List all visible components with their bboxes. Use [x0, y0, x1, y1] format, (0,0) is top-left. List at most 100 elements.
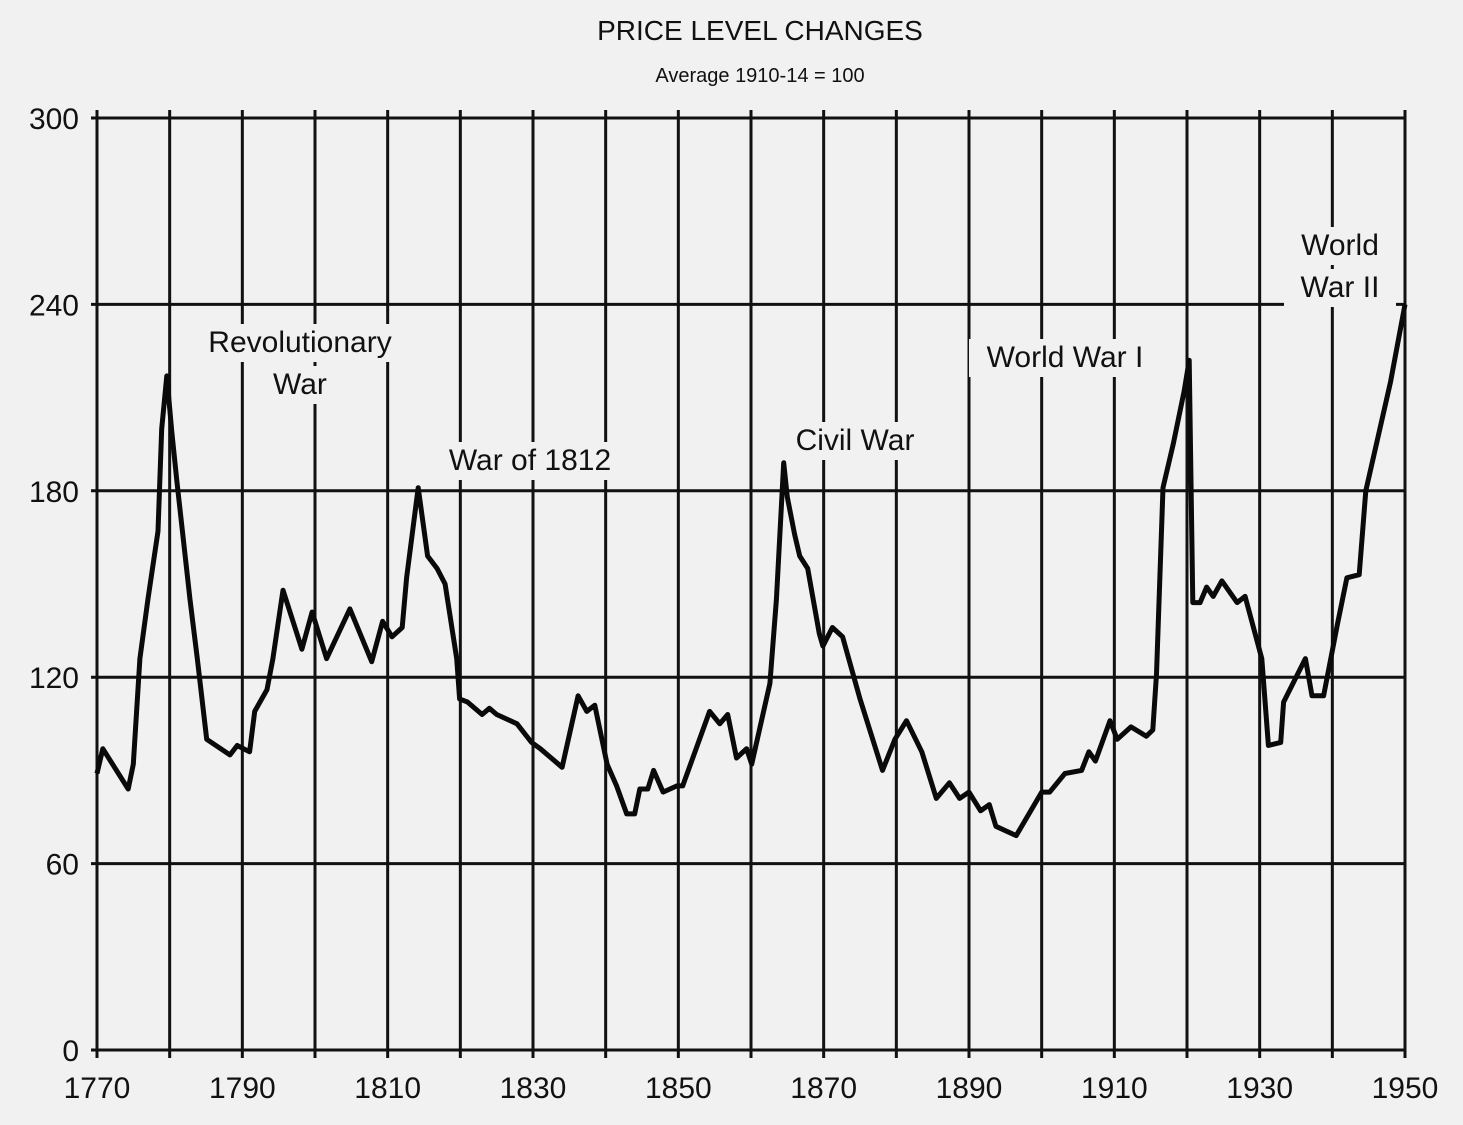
- data-point: [994, 824, 998, 828]
- data-point: [774, 598, 778, 602]
- data-point: [165, 374, 169, 378]
- annotation-background: [268, 366, 332, 404]
- data-point: [370, 660, 374, 664]
- y-tick-label: 120: [29, 662, 79, 695]
- data-point: [300, 647, 304, 651]
- annotation-background: [1292, 227, 1388, 265]
- x-tick-label: 1790: [209, 1072, 276, 1105]
- data-point: [947, 781, 951, 785]
- data-point: [1080, 768, 1084, 772]
- data-point: [560, 765, 564, 769]
- data-point: [248, 750, 252, 754]
- data-point: [830, 625, 834, 629]
- data-point: [793, 532, 797, 536]
- data-point: [1040, 790, 1044, 794]
- data-point: [625, 812, 629, 816]
- data-point: [576, 694, 580, 698]
- data-point: [1388, 380, 1392, 384]
- data-point: [1303, 657, 1307, 661]
- x-tick-label: 1870: [790, 1072, 857, 1105]
- annotation-background: [775, 422, 935, 460]
- data-point: [615, 784, 619, 788]
- data-point: [1403, 302, 1407, 306]
- data-point: [101, 747, 105, 751]
- data-point: [426, 554, 430, 558]
- data-point: [515, 722, 519, 726]
- x-tick-label: 1770: [64, 1072, 131, 1105]
- data-point: [708, 709, 712, 713]
- data-point: [1048, 790, 1052, 794]
- data-point: [638, 787, 642, 791]
- data-point: [987, 803, 991, 807]
- data-point: [1087, 750, 1091, 754]
- x-tick-label: 1890: [936, 1072, 1003, 1105]
- y-tick-label: 240: [29, 289, 79, 322]
- data-point: [416, 486, 420, 490]
- data-point: [675, 784, 679, 788]
- y-tick-label: 180: [29, 476, 79, 509]
- data-point: [967, 790, 971, 794]
- data-point: [253, 709, 257, 713]
- data-point: [633, 812, 637, 816]
- y-tick-label: 0: [62, 1035, 79, 1068]
- data-point: [310, 610, 314, 614]
- data-point: [734, 756, 738, 760]
- data-point: [1187, 358, 1191, 362]
- annotation-label: Civil War: [796, 424, 915, 457]
- data-point: [131, 762, 135, 766]
- data-point: [480, 712, 484, 716]
- data-point: [881, 768, 885, 772]
- data-point: [281, 588, 285, 592]
- data-point: [920, 750, 924, 754]
- data-point: [1144, 734, 1148, 738]
- data-point: [138, 657, 142, 661]
- data-point: [1093, 759, 1097, 763]
- data-point: [405, 576, 409, 580]
- data-point: [530, 740, 534, 744]
- data-point: [1345, 576, 1349, 580]
- data-point: [235, 744, 239, 748]
- x-tick-label: 1910: [1081, 1072, 1148, 1105]
- data-point: [381, 619, 385, 623]
- x-tick-label: 1950: [1372, 1072, 1439, 1105]
- data-point: [718, 722, 722, 726]
- data-point: [1322, 694, 1326, 698]
- data-point: [652, 768, 656, 772]
- data-point: [1171, 442, 1175, 446]
- annotation-label: War II: [1301, 271, 1380, 304]
- data-point: [661, 790, 665, 794]
- data-point: [390, 635, 394, 639]
- data-point: [1282, 700, 1286, 704]
- data-point: [443, 582, 447, 586]
- data-point: [726, 712, 730, 716]
- data-point: [1266, 744, 1270, 748]
- data-point: [175, 479, 179, 483]
- data-point: [1182, 389, 1186, 393]
- data-point: [1235, 601, 1239, 605]
- data-point: [798, 554, 802, 558]
- data-point: [1151, 728, 1155, 732]
- data-point: [538, 747, 542, 751]
- data-point: [745, 747, 749, 751]
- data-point: [495, 712, 499, 716]
- data-point: [785, 495, 789, 499]
- data-point: [768, 681, 772, 685]
- series: [94, 302, 1408, 839]
- data-point: [126, 787, 130, 791]
- data-point: [95, 772, 99, 776]
- data-point: [1260, 657, 1264, 661]
- data-point: [1115, 737, 1119, 741]
- data-point: [806, 566, 810, 570]
- y-tick-label: 60: [46, 849, 79, 882]
- annotation-backgrounds: [188, 227, 1396, 480]
- data-point: [160, 427, 164, 431]
- annotations: Revolutionary War War of 1812 Civil War Worl…: [208, 229, 1379, 477]
- chart-title: PRICE LEVEL CHANGES: [597, 15, 923, 46]
- data-point: [893, 737, 897, 741]
- data-point: [487, 706, 491, 710]
- x-tick-label: 1930: [1226, 1072, 1293, 1105]
- data-point: [979, 809, 983, 813]
- grid: [91, 110, 1407, 1058]
- data-point: [435, 566, 439, 570]
